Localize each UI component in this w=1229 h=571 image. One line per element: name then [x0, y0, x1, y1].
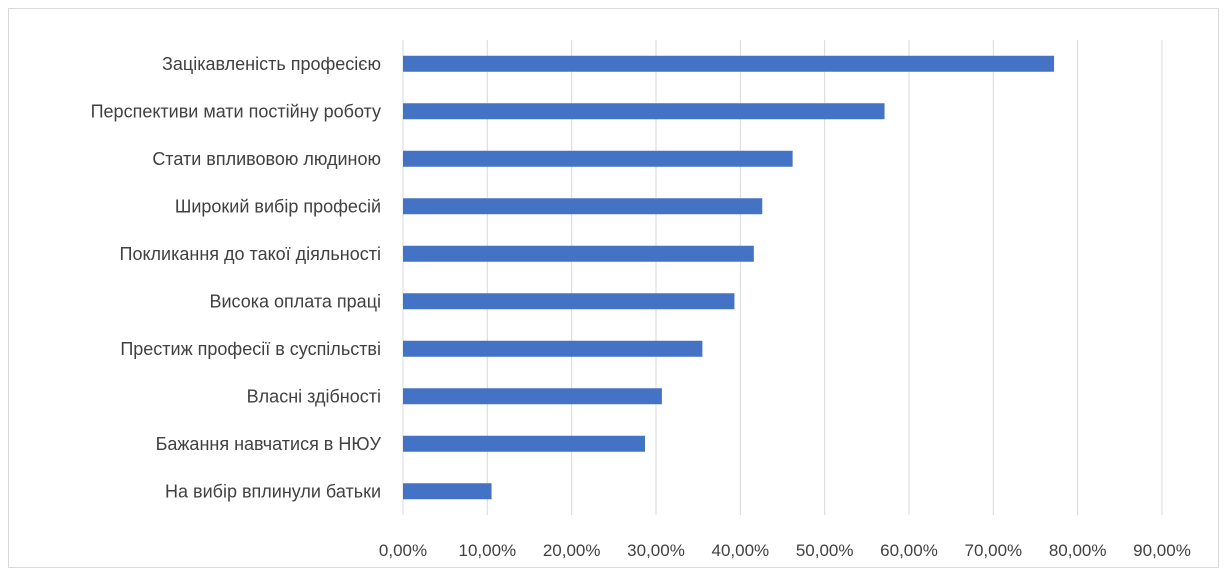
- bar: [403, 435, 646, 452]
- x-tick-label: 80,00%: [1049, 541, 1107, 560]
- x-tick-label: 70,00%: [964, 541, 1022, 560]
- x-tick-label: 90,00%: [1133, 541, 1191, 560]
- bar: [403, 245, 754, 262]
- bar: [403, 55, 1055, 72]
- category-labels: Зацікавленість професією Перспективи мати…: [91, 54, 382, 502]
- category-label: Широкий вибір професій: [175, 196, 381, 216]
- bar: [403, 293, 735, 310]
- bar: [403, 150, 793, 167]
- bars: [403, 55, 1055, 500]
- bar: [403, 388, 662, 405]
- category-label: Бажання навчатися в НЮУ: [156, 434, 382, 454]
- x-tick-label: 50,00%: [796, 541, 854, 560]
- x-tick-label: 60,00%: [880, 541, 938, 560]
- category-label: Власні здібності: [247, 386, 381, 406]
- bar: [403, 340, 703, 357]
- category-label: Зацікавленість професією: [162, 54, 381, 74]
- category-label: Покликання до такої діяльності: [120, 244, 381, 264]
- bar: [403, 483, 492, 500]
- chart-frame: [8, 8, 1219, 568]
- x-tick-label: 10,00%: [458, 541, 516, 560]
- x-tick-labels: 0,00% 10,00% 20,00% 30,00% 40,00% 50,00% 60,00…: [379, 541, 1191, 560]
- category-label: На вибір вплинули батьки: [165, 481, 381, 501]
- category-label: Стати впливовою людиною: [152, 149, 381, 169]
- x-tick-label: 20,00%: [543, 541, 601, 560]
- x-tick-label: 30,00%: [627, 541, 685, 560]
- bar: [403, 198, 763, 215]
- category-label: Престиж професії в суспільстві: [120, 339, 381, 359]
- bar: [403, 103, 885, 120]
- category-label: Висока оплата праці: [209, 291, 381, 311]
- category-label: Перспективи мати постійну роботу: [91, 101, 381, 121]
- x-tick-label: 0,00%: [379, 541, 427, 560]
- x-tick-label: 40,00%: [711, 541, 769, 560]
